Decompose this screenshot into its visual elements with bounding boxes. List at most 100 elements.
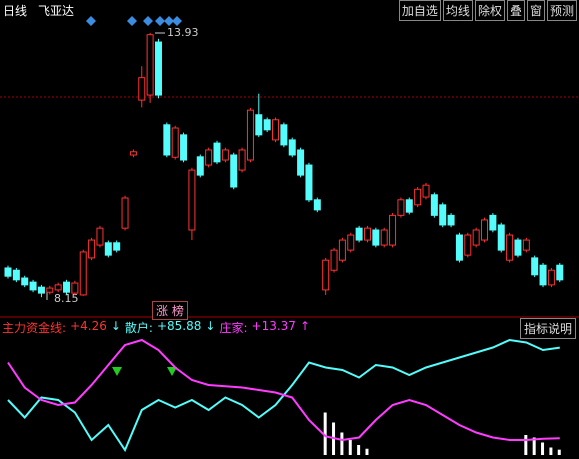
candle-body bbox=[104, 242, 112, 256]
candle-body bbox=[514, 239, 522, 256]
legend-name: 主力资金线 bbox=[2, 319, 66, 336]
candle-body bbox=[121, 197, 129, 229]
candle-body bbox=[180, 134, 188, 161]
candle-body bbox=[497, 224, 505, 251]
candle-body bbox=[213, 142, 221, 163]
indicator-bar bbox=[557, 449, 561, 455]
candle-body bbox=[389, 214, 397, 246]
toolbar-button[interactable]: 加自选 bbox=[398, 0, 441, 21]
indicator-bar bbox=[549, 447, 553, 455]
indicator-bar bbox=[348, 440, 352, 455]
candle-body bbox=[506, 234, 514, 261]
candle-body bbox=[272, 119, 280, 141]
candle-body bbox=[171, 127, 179, 158]
signal-triangles bbox=[112, 367, 177, 376]
candle-body bbox=[430, 194, 438, 216]
candle-body bbox=[472, 229, 480, 246]
indicator-bar bbox=[365, 448, 369, 455]
candle-body bbox=[146, 34, 154, 96]
candle-body bbox=[113, 242, 121, 251]
candle-body bbox=[71, 282, 79, 294]
toolbar-button[interactable]: 预测 bbox=[546, 0, 577, 21]
candle-body bbox=[322, 259, 330, 291]
candle-body bbox=[405, 199, 413, 213]
candle-body bbox=[37, 286, 45, 294]
candle-body bbox=[196, 156, 204, 176]
candle-body bbox=[380, 229, 388, 246]
candle-body bbox=[363, 227, 371, 241]
candle-body bbox=[163, 124, 171, 156]
legend-value: +13.37 bbox=[251, 319, 296, 333]
candle-body bbox=[96, 227, 104, 246]
candle-body bbox=[489, 214, 497, 231]
indicator-help-button[interactable]: 指标说明 bbox=[519, 318, 576, 339]
low-label: 8.15 bbox=[54, 292, 79, 305]
candle-body bbox=[313, 199, 321, 211]
candle-body bbox=[46, 287, 54, 293]
candle-body bbox=[297, 149, 305, 176]
toolbar-button[interactable]: 均线 bbox=[442, 0, 473, 21]
indicator-bar bbox=[532, 437, 536, 455]
candle-body bbox=[447, 214, 455, 226]
candle-body bbox=[138, 77, 146, 101]
candle-body bbox=[522, 239, 530, 251]
tag: 涨 榜 bbox=[152, 301, 188, 320]
toolbar: 加自选 均线 除权叠窗预测 bbox=[397, 0, 577, 21]
indicator-bar bbox=[323, 412, 327, 455]
signal-diamonds bbox=[86, 16, 182, 26]
candle-body bbox=[63, 281, 71, 293]
candle-body bbox=[422, 184, 430, 198]
indicator-bar bbox=[541, 442, 545, 455]
legend-trend: ↓ bbox=[110, 319, 121, 333]
candle-body bbox=[539, 264, 547, 286]
candle-body bbox=[29, 281, 37, 291]
candle-body bbox=[556, 264, 564, 281]
candle-body bbox=[54, 284, 62, 291]
candle-body bbox=[263, 119, 271, 131]
toolbar-button[interactable]: 除权 bbox=[474, 0, 505, 21]
indicator-line bbox=[7, 338, 560, 442]
legend-value: +85.88 bbox=[156, 319, 202, 333]
candle-body bbox=[188, 169, 196, 231]
candle-body bbox=[397, 199, 405, 216]
toolbar-button[interactable]: 窗 bbox=[526, 0, 545, 21]
candle-body bbox=[255, 114, 263, 136]
candle-body bbox=[129, 151, 137, 156]
legend-name: 散户 bbox=[125, 319, 153, 336]
indicator-bar bbox=[340, 432, 344, 455]
candle-body bbox=[330, 249, 338, 271]
candle-body bbox=[347, 234, 355, 251]
candle-body bbox=[547, 269, 555, 286]
candle-body bbox=[230, 154, 238, 188]
candle-body bbox=[531, 257, 539, 276]
candle-body bbox=[355, 227, 363, 241]
period: 日线 bbox=[3, 4, 28, 18]
indicator-bar bbox=[524, 435, 528, 455]
legend-name: 庄家 bbox=[219, 319, 247, 336]
candle-body bbox=[205, 149, 213, 166]
candle-body bbox=[21, 277, 29, 286]
candle-body bbox=[372, 229, 380, 246]
candle-body bbox=[280, 124, 288, 146]
candle-body bbox=[238, 149, 246, 171]
legend-trend: ↓ bbox=[205, 319, 216, 333]
candle-body bbox=[12, 269, 20, 281]
high-label: 13.93 bbox=[167, 26, 199, 39]
candle-body bbox=[154, 41, 162, 96]
candle-body bbox=[414, 188, 422, 206]
candle-body bbox=[88, 239, 96, 259]
candle-body bbox=[288, 139, 296, 156]
indicator-legend: 主力资金线 +4.26 ↓ 散户 +85.88 ↓ 庄家 +13.37 ↑ bbox=[2, 319, 310, 336]
candle-body bbox=[4, 267, 12, 277]
candle-body bbox=[221, 149, 229, 161]
stock-name: 飞亚达 bbox=[38, 4, 75, 18]
candle-body bbox=[439, 204, 447, 226]
candle-body bbox=[305, 164, 313, 201]
legend-trend: ↑ bbox=[299, 319, 310, 333]
candle-body bbox=[455, 234, 463, 261]
toolbar-button[interactable]: 叠 bbox=[506, 0, 525, 21]
candle-body bbox=[338, 239, 346, 261]
legend-value: +4.26 bbox=[70, 319, 107, 333]
